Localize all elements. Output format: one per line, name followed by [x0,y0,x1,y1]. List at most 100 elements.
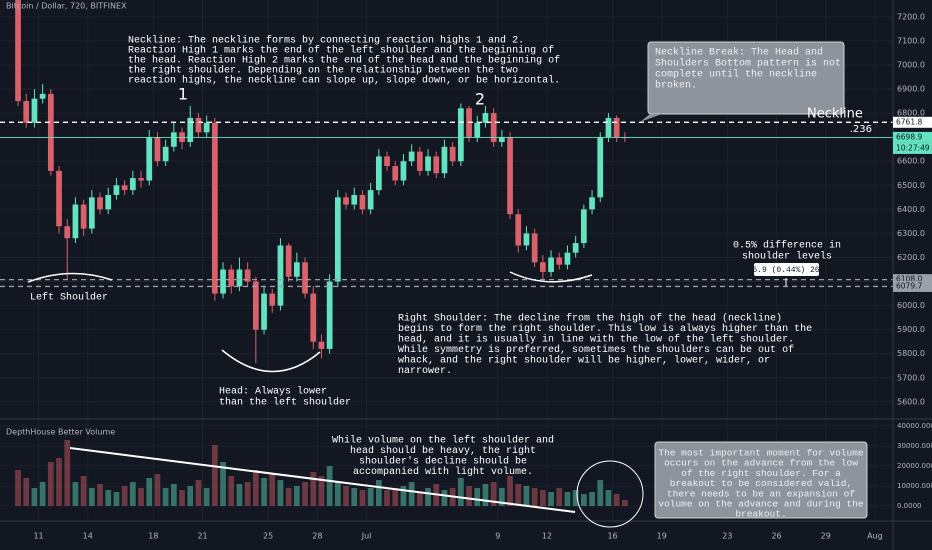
annotation-text: While symmetry is preferred, sometimes t… [398,344,794,356]
head-arc [221,349,321,373]
annotation-text: Neckline: The neckline forms by connecti… [128,35,524,47]
candle-body [56,170,62,227]
price-label: 6079.7 [896,281,922,290]
x-tick-label: 12 [542,532,552,541]
candle-body [146,137,153,181]
candle-body [449,146,456,162]
volume-bar [269,474,276,506]
x-tick-label: Aug [867,532,883,541]
x-tick-label: 19 [657,532,667,541]
candle-body [80,204,87,229]
volume-highlight [576,460,644,528]
candle-body [326,281,333,349]
candle-body [154,137,161,162]
volume-bar [621,500,628,506]
candle-body [367,190,374,210]
volume-pane [15,440,628,506]
x-tick-label: 25 [263,532,273,541]
volume-bar [129,482,136,506]
candle-body [425,156,431,171]
note-box [654,441,868,519]
y-tick-label: 7000.0 [897,60,925,69]
candle-body [97,197,103,210]
volume-bar [425,488,431,506]
volume-bar [105,490,112,506]
x-tick-label: 23 [722,532,732,541]
x-tick-label: 11 [33,532,43,541]
annotation-text: reaction highs, the neckline can slope u… [128,75,560,87]
candle-body [400,161,407,181]
y-tick-label: 6300.0 [897,229,925,238]
volume-bar [220,462,226,506]
candle-body [228,269,235,287]
candle-body [589,197,595,210]
annotation-text: 1 [178,85,188,104]
price-label-box [893,116,932,128]
shoulder-arc [27,272,113,283]
candle-body [375,156,382,191]
y-tick-label: 6000.0 [897,301,925,310]
price-label-box [893,280,932,292]
candle-body [261,293,267,330]
annotation-text: breakout. [735,509,786,520]
volume-bar [589,492,595,506]
volume-bar [203,488,210,506]
annotation-text: Neckline [807,107,863,122]
x-tick-label: 16 [607,532,617,541]
y-tick-label: 30000.0000 [897,442,932,450]
volume-bar [211,445,218,506]
volume-bar [47,462,54,506]
volume-bar [113,492,120,506]
volume-bar [228,476,235,506]
candle-body [129,178,136,191]
volume-bar [146,478,153,506]
volume-bar [441,490,448,506]
volume-bar [408,482,415,506]
measure-box [754,263,819,276]
y-tick-label: 40000.0000 [897,422,932,430]
annotation-text: head, and it is usually in line with the… [398,334,794,346]
candle-body [441,146,448,174]
volume-bar [310,472,317,506]
volume-title: DepthHouse Better Volume [6,428,115,437]
candle-body [564,252,571,265]
candle-body [113,185,120,195]
candle-body [613,117,620,138]
candle-body [351,194,358,205]
x-tick-label: 21 [197,532,207,541]
volume-bar [580,494,587,506]
candle-body [515,214,522,246]
y-tick-label: 7200.0 [897,12,925,21]
candle-body [211,122,218,294]
x-tick-label: 14 [83,532,93,541]
countdown-box [893,142,932,154]
volume-bar [121,486,128,506]
annotation-text: 0.5% difference in [733,240,841,252]
annotation-text: Neckline Break: The Head and [655,47,823,59]
candle-body [334,197,341,282]
volume-bar [474,488,481,506]
volume-bar [490,482,497,506]
annotation-text: Reaction High 1 marks the end of the lef… [128,45,554,57]
candle-body [408,151,415,162]
volume-bar [154,474,161,506]
volume-bar [293,486,300,506]
candle-body [88,197,95,229]
volume-bar [392,488,399,506]
volume-bar [23,478,30,506]
annotation-text: accompanied with light volume. [353,466,533,478]
volume-bar [56,458,62,506]
volume-bar [556,488,563,506]
volume-bar [416,492,423,506]
annotation-text: begins to form the right shoulder. This … [398,323,812,335]
candle-body [580,209,587,244]
candle-body [195,117,202,133]
annotation-text: whack, and the right shoulder will be hi… [398,355,770,367]
candle-body [39,93,46,99]
annotation-text: shoulder's decline should be [359,456,527,468]
shoulder-arc [509,271,593,283]
price-label-box [893,274,932,286]
volume-bar [97,484,103,506]
candle-body [605,117,612,138]
annotation-text: than the left shoulder [219,397,351,409]
